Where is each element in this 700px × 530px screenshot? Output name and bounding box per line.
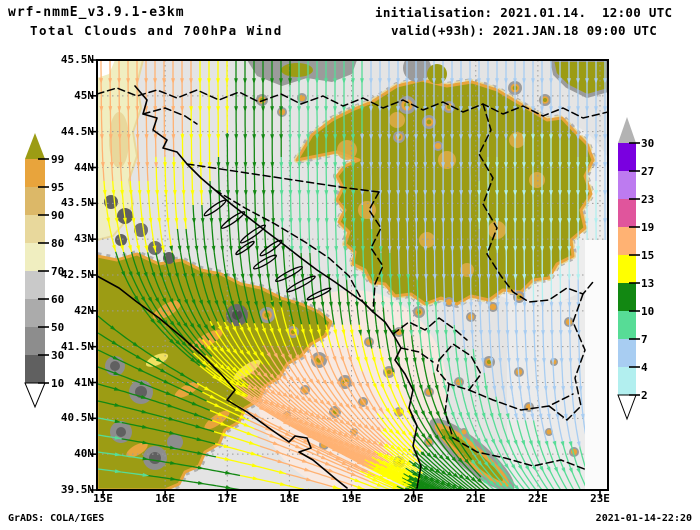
colorbar-segment [25,243,45,271]
lat-tick-label: 39.5N [60,483,94,496]
colorbar-tick-label: 2 [641,389,648,402]
colorbar-tick-label: 7 [641,333,648,346]
colorbar-segment [618,311,636,339]
colorbar-segment [618,255,636,283]
valid-time-label: valid(+93h): 2021.JAN.18 09:00 UTC [391,23,658,38]
colorbar-tick-label: 15 [641,249,654,262]
chart-title: Total Clouds and 700hPa Wind [30,23,283,38]
colorbar-segment [25,187,45,215]
colorbar-segment [25,355,45,383]
lon-tick-label: 19E [341,492,362,505]
colorbar-segment [618,171,636,199]
cloud-cover-colorbar: 99 95 90 80 70 60 50 30 10 [24,133,64,409]
colorbar-segment [25,215,45,243]
lon-tick-label: 22E [527,492,548,505]
lon-tick-label: 18E [279,492,300,505]
colorbar-segment [25,327,45,355]
lon-tick-label: 20E [403,492,424,505]
domain-edge [585,240,608,490]
scattered-cloud-cells [256,81,579,468]
colorbar-segment [618,339,636,367]
colorbar-segment [618,143,636,171]
colorbar-tick-label: 4 [641,361,648,374]
colorbar-tick-label: 10 [51,377,64,390]
colorbar-segment [618,367,636,395]
lon-tick-label: 15E [93,492,113,505]
lat-tick-label: 40.5N [60,411,94,425]
colorbar-tick-label: 19 [641,221,654,234]
colorbar-tick-label: 99 [51,153,64,166]
colorbar-segment [618,227,636,255]
map-area [97,60,608,490]
lat-tick-label: 45N [74,88,94,102]
colorbar-top-arrow [25,133,45,159]
generation-timestamp: 2021-01-14-22:20 [595,513,692,524]
map-frame [96,59,609,491]
colorbar-tick-label: 30 [51,349,64,362]
lon-tick-label: 17E [217,492,238,505]
colorbar-tick-label: 50 [51,321,64,334]
colorbar-tick-label: 80 [51,237,64,250]
colorbar-tick-label: 27 [641,165,654,178]
colorbar-tick-label: 60 [51,293,64,306]
colorbar-bottom-arrow [617,394,637,421]
colorbar-tick-label: 95 [51,181,64,194]
colorbar-top-arrow [618,117,636,143]
axis-ticks [90,59,601,497]
wind-streamlines [97,61,608,490]
lat-tick-label: 40N [74,447,94,461]
colorbar-tick-label: 90 [51,209,64,222]
lat-tick-label: 45.5N [60,53,94,66]
colorbar-segment [25,159,45,187]
lon-tick-label: 23E [590,492,610,505]
colorbar-segment [618,283,636,311]
colorbar-tick-label: 23 [641,193,654,206]
lat-tick-label: 41N [74,375,94,389]
wind-speed-colorbar: 30 27 23 19 15 13 10 7 4 2 [617,117,654,421]
colorbar-tick-label: 30 [641,137,654,150]
colorbars: 99 95 90 80 70 60 50 30 10 30 27 23 19 15 13 10 7 4 2 [24,117,654,421]
colorbar-tick-label: 10 [641,305,654,318]
lon-tick-label: 21E [465,492,486,505]
lat-tick-label: 41.5N [60,339,94,353]
lat-tick-label: 44.5N [60,124,94,138]
coastlines-borders [97,85,608,489]
colorbar-tick-label: 70 [51,265,64,278]
colorbar-segment [618,199,636,227]
lat-tick-label: 43.5N [60,196,94,210]
colorbar-tick-label: 13 [641,277,654,290]
lat-tick-label: 44N [74,160,94,174]
lat-tick-label: 42.5N [60,268,94,281]
grads-credit: GrADS: COLA/IGES [8,513,105,524]
lat-tick-label: 42N [74,303,94,317]
init-time-label: initialisation: 2021.01.14. 12:00 UTC [375,5,673,20]
colorbar-bottom-arrow [24,382,46,409]
colorbar-segment [25,299,45,327]
lat-tick-label: 43N [74,232,94,246]
colorbar-segment [25,271,45,299]
lon-tick-label: 16E [155,492,176,505]
model-title: wrf-nmmE_v3.9.1-e3km [8,5,185,20]
